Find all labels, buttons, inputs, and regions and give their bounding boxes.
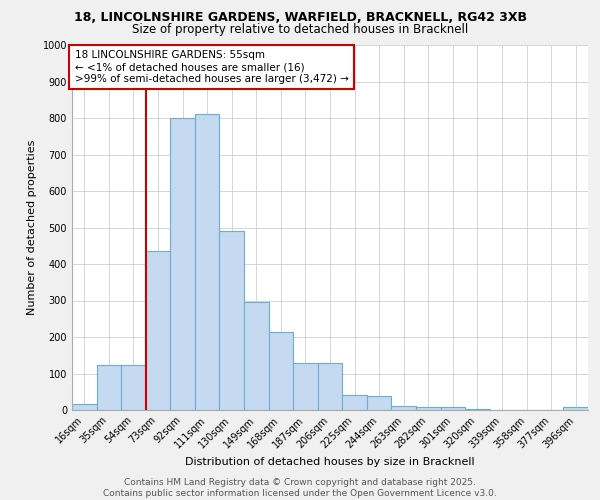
Bar — [293, 364, 318, 410]
Y-axis label: Number of detached properties: Number of detached properties — [27, 140, 37, 315]
Text: 18, LINCOLNSHIRE GARDENS, WARFIELD, BRACKNELL, RG42 3XB: 18, LINCOLNSHIRE GARDENS, WARFIELD, BRAC… — [74, 11, 527, 24]
Bar — [318, 364, 342, 410]
Bar — [121, 366, 146, 410]
Bar — [563, 407, 588, 410]
Bar — [440, 408, 465, 410]
Bar — [269, 332, 293, 410]
Text: Contains HM Land Registry data © Crown copyright and database right 2025.
Contai: Contains HM Land Registry data © Crown c… — [103, 478, 497, 498]
Bar — [391, 406, 416, 410]
Bar — [465, 408, 490, 410]
Bar — [195, 114, 220, 410]
Bar — [220, 231, 244, 410]
Bar — [72, 404, 97, 410]
X-axis label: Distribution of detached houses by size in Bracknell: Distribution of detached houses by size … — [185, 457, 475, 467]
Bar — [170, 118, 195, 410]
Bar — [416, 408, 440, 410]
Bar — [367, 396, 391, 410]
Bar — [244, 302, 269, 410]
Bar — [146, 251, 170, 410]
Bar — [97, 366, 121, 410]
Text: Size of property relative to detached houses in Bracknell: Size of property relative to detached ho… — [132, 22, 468, 36]
Text: 18 LINCOLNSHIRE GARDENS: 55sqm
← <1% of detached houses are smaller (16)
>99% of: 18 LINCOLNSHIRE GARDENS: 55sqm ← <1% of … — [74, 50, 349, 84]
Bar — [342, 396, 367, 410]
